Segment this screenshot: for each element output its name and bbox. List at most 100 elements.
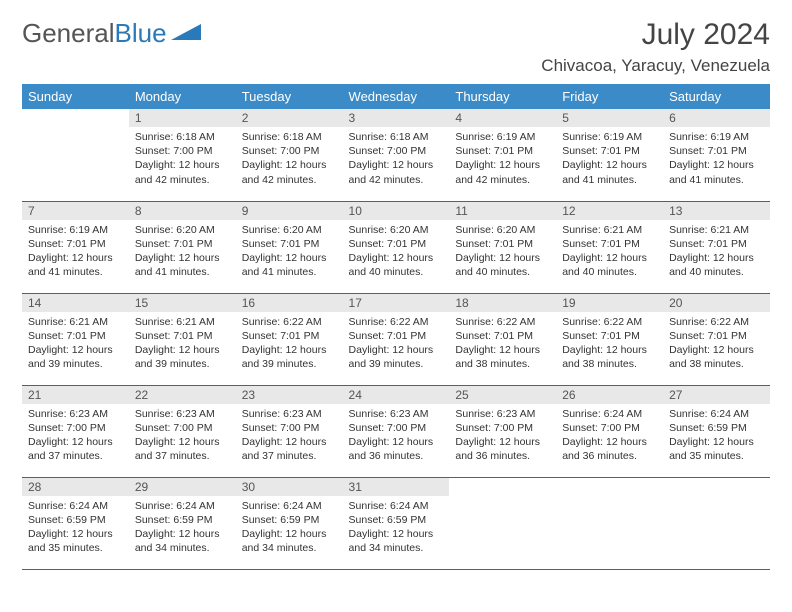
day-content: Sunrise: 6:19 AMSunset: 7:01 PMDaylight:… (449, 127, 556, 192)
calendar-body: 1Sunrise: 6:18 AMSunset: 7:00 PMDaylight… (22, 109, 770, 569)
calendar-row: 14Sunrise: 6:21 AMSunset: 7:01 PMDayligh… (22, 293, 770, 385)
day-number: 29 (129, 478, 236, 496)
day-content: Sunrise: 6:22 AMSunset: 7:01 PMDaylight:… (343, 312, 450, 377)
calendar-cell (556, 477, 663, 569)
calendar-cell: 23Sunrise: 6:23 AMSunset: 7:00 PMDayligh… (236, 385, 343, 477)
calendar-cell: 17Sunrise: 6:22 AMSunset: 7:01 PMDayligh… (343, 293, 450, 385)
weekday-header: Sunday (22, 84, 129, 109)
calendar-cell: 29Sunrise: 6:24 AMSunset: 6:59 PMDayligh… (129, 477, 236, 569)
calendar-cell: 20Sunrise: 6:22 AMSunset: 7:01 PMDayligh… (663, 293, 770, 385)
day-content: Sunrise: 6:21 AMSunset: 7:01 PMDaylight:… (556, 220, 663, 285)
day-content: Sunrise: 6:20 AMSunset: 7:01 PMDaylight:… (343, 220, 450, 285)
day-content: Sunrise: 6:24 AMSunset: 6:59 PMDaylight:… (663, 404, 770, 469)
calendar-table: SundayMondayTuesdayWednesdayThursdayFrid… (22, 84, 770, 570)
calendar-row: 1Sunrise: 6:18 AMSunset: 7:00 PMDaylight… (22, 109, 770, 201)
day-content: Sunrise: 6:24 AMSunset: 6:59 PMDaylight:… (22, 496, 129, 561)
logo-word2: Blue (115, 18, 167, 49)
day-number: 22 (129, 386, 236, 404)
calendar-head: SundayMondayTuesdayWednesdayThursdayFrid… (22, 84, 770, 109)
day-number: 1 (129, 109, 236, 127)
day-number: 19 (556, 294, 663, 312)
day-content: Sunrise: 6:21 AMSunset: 7:01 PMDaylight:… (129, 312, 236, 377)
calendar-cell: 21Sunrise: 6:23 AMSunset: 7:00 PMDayligh… (22, 385, 129, 477)
day-number: 30 (236, 478, 343, 496)
day-number: 2 (236, 109, 343, 127)
calendar-cell: 3Sunrise: 6:18 AMSunset: 7:00 PMDaylight… (343, 109, 450, 201)
calendar-cell: 27Sunrise: 6:24 AMSunset: 6:59 PMDayligh… (663, 385, 770, 477)
logo-triangle-icon (171, 18, 201, 49)
calendar-cell: 16Sunrise: 6:22 AMSunset: 7:01 PMDayligh… (236, 293, 343, 385)
day-number: 5 (556, 109, 663, 127)
day-content: Sunrise: 6:18 AMSunset: 7:00 PMDaylight:… (236, 127, 343, 192)
calendar-cell: 15Sunrise: 6:21 AMSunset: 7:01 PMDayligh… (129, 293, 236, 385)
day-number: 16 (236, 294, 343, 312)
calendar-cell: 30Sunrise: 6:24 AMSunset: 6:59 PMDayligh… (236, 477, 343, 569)
day-number: 31 (343, 478, 450, 496)
calendar-cell: 14Sunrise: 6:21 AMSunset: 7:01 PMDayligh… (22, 293, 129, 385)
calendar-cell (22, 109, 129, 201)
calendar-cell (449, 477, 556, 569)
calendar-row: 28Sunrise: 6:24 AMSunset: 6:59 PMDayligh… (22, 477, 770, 569)
day-number: 26 (556, 386, 663, 404)
day-content: Sunrise: 6:18 AMSunset: 7:00 PMDaylight:… (343, 127, 450, 192)
day-number: 27 (663, 386, 770, 404)
day-content: Sunrise: 6:22 AMSunset: 7:01 PMDaylight:… (663, 312, 770, 377)
month-title: July 2024 (541, 18, 770, 52)
day-content: Sunrise: 6:18 AMSunset: 7:00 PMDaylight:… (129, 127, 236, 192)
day-content: Sunrise: 6:21 AMSunset: 7:01 PMDaylight:… (663, 220, 770, 285)
calendar-cell: 9Sunrise: 6:20 AMSunset: 7:01 PMDaylight… (236, 201, 343, 293)
calendar-cell: 1Sunrise: 6:18 AMSunset: 7:00 PMDaylight… (129, 109, 236, 201)
day-content: Sunrise: 6:23 AMSunset: 7:00 PMDaylight:… (129, 404, 236, 469)
day-content: Sunrise: 6:20 AMSunset: 7:01 PMDaylight:… (129, 220, 236, 285)
day-content: Sunrise: 6:23 AMSunset: 7:00 PMDaylight:… (449, 404, 556, 469)
day-number: 8 (129, 202, 236, 220)
calendar-cell: 22Sunrise: 6:23 AMSunset: 7:00 PMDayligh… (129, 385, 236, 477)
day-number: 15 (129, 294, 236, 312)
day-number: 6 (663, 109, 770, 127)
day-content: Sunrise: 6:23 AMSunset: 7:00 PMDaylight:… (343, 404, 450, 469)
calendar-cell: 7Sunrise: 6:19 AMSunset: 7:01 PMDaylight… (22, 201, 129, 293)
day-content: Sunrise: 6:22 AMSunset: 7:01 PMDaylight:… (236, 312, 343, 377)
calendar-cell: 13Sunrise: 6:21 AMSunset: 7:01 PMDayligh… (663, 201, 770, 293)
location-text: Chivacoa, Yaracuy, Venezuela (541, 56, 770, 76)
day-content: Sunrise: 6:19 AMSunset: 7:01 PMDaylight:… (556, 127, 663, 192)
weekday-header: Tuesday (236, 84, 343, 109)
day-content: Sunrise: 6:24 AMSunset: 6:59 PMDaylight:… (343, 496, 450, 561)
calendar-cell: 28Sunrise: 6:24 AMSunset: 6:59 PMDayligh… (22, 477, 129, 569)
day-content: Sunrise: 6:23 AMSunset: 7:00 PMDaylight:… (22, 404, 129, 469)
calendar-cell: 4Sunrise: 6:19 AMSunset: 7:01 PMDaylight… (449, 109, 556, 201)
day-content: Sunrise: 6:19 AMSunset: 7:01 PMDaylight:… (22, 220, 129, 285)
day-number: 18 (449, 294, 556, 312)
calendar-cell: 31Sunrise: 6:24 AMSunset: 6:59 PMDayligh… (343, 477, 450, 569)
day-content: Sunrise: 6:24 AMSunset: 6:59 PMDaylight:… (129, 496, 236, 561)
calendar-cell: 11Sunrise: 6:20 AMSunset: 7:01 PMDayligh… (449, 201, 556, 293)
calendar-cell: 6Sunrise: 6:19 AMSunset: 7:01 PMDaylight… (663, 109, 770, 201)
day-content: Sunrise: 6:22 AMSunset: 7:01 PMDaylight:… (556, 312, 663, 377)
weekday-header: Wednesday (343, 84, 450, 109)
day-number: 28 (22, 478, 129, 496)
day-number: 3 (343, 109, 450, 127)
day-number: 25 (449, 386, 556, 404)
day-content: Sunrise: 6:23 AMSunset: 7:00 PMDaylight:… (236, 404, 343, 469)
day-number: 9 (236, 202, 343, 220)
day-content: Sunrise: 6:22 AMSunset: 7:01 PMDaylight:… (449, 312, 556, 377)
calendar-cell: 8Sunrise: 6:20 AMSunset: 7:01 PMDaylight… (129, 201, 236, 293)
calendar-cell: 26Sunrise: 6:24 AMSunset: 7:00 PMDayligh… (556, 385, 663, 477)
calendar-cell: 19Sunrise: 6:22 AMSunset: 7:01 PMDayligh… (556, 293, 663, 385)
calendar-cell: 2Sunrise: 6:18 AMSunset: 7:00 PMDaylight… (236, 109, 343, 201)
day-content: Sunrise: 6:19 AMSunset: 7:01 PMDaylight:… (663, 127, 770, 192)
day-content: Sunrise: 6:21 AMSunset: 7:01 PMDaylight:… (22, 312, 129, 377)
day-number: 13 (663, 202, 770, 220)
calendar-cell: 12Sunrise: 6:21 AMSunset: 7:01 PMDayligh… (556, 201, 663, 293)
calendar-cell: 18Sunrise: 6:22 AMSunset: 7:01 PMDayligh… (449, 293, 556, 385)
title-block: July 2024 Chivacoa, Yaracuy, Venezuela (541, 18, 770, 76)
weekday-header: Thursday (449, 84, 556, 109)
calendar-row: 21Sunrise: 6:23 AMSunset: 7:00 PMDayligh… (22, 385, 770, 477)
day-number: 4 (449, 109, 556, 127)
weekday-header: Friday (556, 84, 663, 109)
day-content: Sunrise: 6:24 AMSunset: 7:00 PMDaylight:… (556, 404, 663, 469)
calendar-cell: 25Sunrise: 6:23 AMSunset: 7:00 PMDayligh… (449, 385, 556, 477)
logo-word1: General (22, 18, 115, 49)
day-content: Sunrise: 6:20 AMSunset: 7:01 PMDaylight:… (449, 220, 556, 285)
header: GeneralBlue July 2024 Chivacoa, Yaracuy,… (22, 18, 770, 76)
